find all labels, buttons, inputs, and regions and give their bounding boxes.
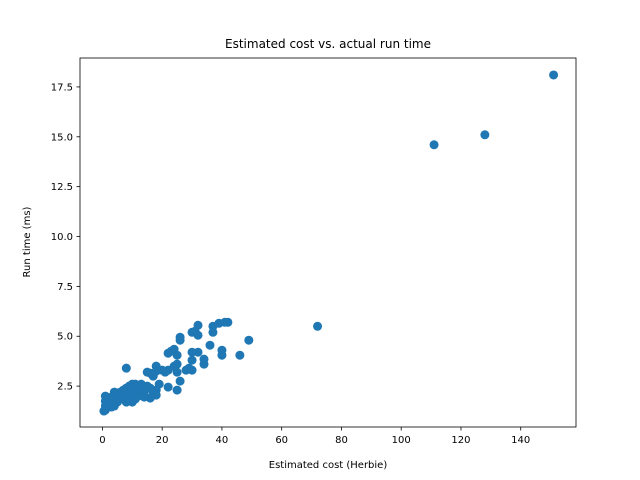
- x-tick-label: 60: [275, 435, 288, 446]
- x-axis-label: Estimated cost (Herbie): [269, 460, 388, 471]
- data-point: [163, 348, 173, 358]
- x-tick-label: 140: [511, 435, 530, 446]
- data-point: [175, 376, 185, 386]
- x-tick-label: 120: [451, 435, 470, 446]
- data-point: [193, 330, 203, 340]
- data-point: [172, 385, 182, 395]
- x-tick-label: 80: [335, 435, 348, 446]
- y-tick-label: 2.5: [57, 382, 73, 393]
- data-point: [244, 335, 254, 345]
- x-tick-label: 20: [156, 435, 169, 446]
- data-point: [235, 350, 245, 360]
- data-point: [175, 335, 185, 345]
- data-point: [181, 365, 191, 375]
- data-point: [480, 130, 490, 140]
- plot-frame: [79, 57, 577, 428]
- y-tick-label: 12.5: [51, 182, 73, 193]
- data-point: [187, 355, 197, 365]
- y-tick-label: 17.5: [51, 82, 73, 93]
- x-axis: 0 20 40 60 80 100 120 140: [99, 427, 530, 446]
- y-tick-label: 10.0: [51, 232, 73, 243]
- data-point: [99, 406, 109, 416]
- data-point: [121, 363, 131, 373]
- data-point: [187, 347, 197, 357]
- data-point: [142, 367, 152, 377]
- data-point: [313, 321, 323, 331]
- x-tick-label: 0: [99, 435, 105, 446]
- y-tick-label: 7.5: [57, 282, 73, 293]
- y-tick-label: 5.0: [57, 332, 73, 343]
- points-layer: [99, 70, 559, 416]
- data-point: [172, 367, 182, 377]
- y-tick-label: 15.0: [51, 132, 73, 143]
- data-point: [199, 359, 209, 369]
- x-tick-label: 40: [216, 435, 229, 446]
- chart-title: Estimated cost vs. actual run time: [225, 37, 431, 51]
- data-point: [163, 382, 173, 392]
- data-point: [549, 70, 559, 80]
- y-axis: 2.5 5.0 7.5 10.0 12.5 15.0 17.5: [51, 82, 80, 393]
- x-tick-label: 100: [392, 435, 411, 446]
- y-axis-label: Run time (ms): [22, 206, 33, 277]
- data-point: [429, 140, 439, 150]
- data-point: [217, 350, 227, 360]
- data-point: [205, 340, 215, 350]
- data-point: [208, 327, 218, 337]
